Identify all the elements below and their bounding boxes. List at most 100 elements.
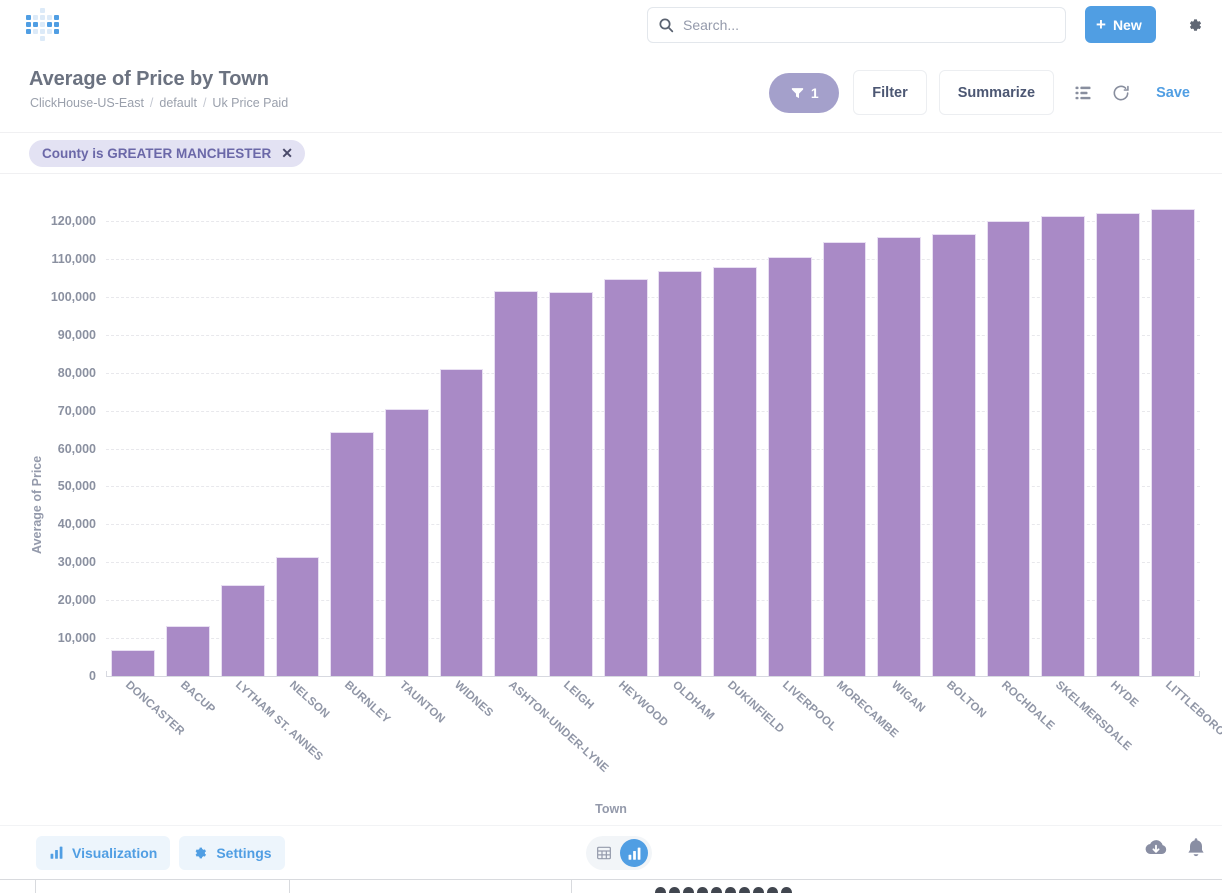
chart-bar[interactable] <box>1096 213 1140 676</box>
breadcrumb: ClickHouse-US-East / default / Uk Price … <box>30 96 288 110</box>
y-axis-tick-label: 20,000 <box>57 593 96 608</box>
y-axis-tick-label: 0 <box>89 669 96 683</box>
filter-chip-label: County is GREATER MANCHESTER <box>42 145 272 161</box>
gridline <box>106 410 1200 412</box>
x-axis-tick-label: LITTLEBOROUGH <box>1162 679 1222 756</box>
gridline <box>106 562 1200 564</box>
x-axis-tick-label: HYDE <box>1107 679 1141 710</box>
chart-bar[interactable] <box>713 266 757 676</box>
gridline <box>106 486 1200 488</box>
chart-bar[interactable] <box>931 234 976 676</box>
y-axis-tick-label: 70,000 <box>57 403 96 418</box>
gridline <box>106 334 1200 336</box>
filter-bar: County is GREATER MANCHESTER ✕ <box>0 132 1222 174</box>
chart-bar[interactable] <box>603 279 648 676</box>
x-axis-line <box>106 676 1200 677</box>
x-axis-label: Town <box>595 802 627 816</box>
bottom-right-icons <box>1144 836 1208 860</box>
gridline <box>106 524 1200 526</box>
x-axis-tick-label: BOLTON <box>943 679 989 721</box>
settings-button[interactable]: Settings <box>179 835 285 870</box>
breadcrumb-database[interactable]: ClickHouse-US-East <box>30 96 144 110</box>
x-axis-tick-label: ROCHDALE <box>998 679 1057 733</box>
refresh-icon <box>1113 85 1129 100</box>
table-icon <box>597 846 611 860</box>
x-axis-tick-label: WIDNES <box>451 679 495 720</box>
chart-bar[interactable] <box>166 625 210 676</box>
table-view-toggle[interactable] <box>590 839 618 867</box>
search-input[interactable] <box>683 17 1055 33</box>
columns-settings-button[interactable] <box>1064 74 1102 112</box>
chart-bar[interactable] <box>549 291 593 676</box>
bar-chart-icon <box>628 847 640 860</box>
new-button-label: New <box>1112 16 1142 33</box>
search-bar[interactable] <box>647 7 1066 43</box>
breadcrumb-separator-1: / <box>149 96 154 110</box>
new-button[interactable]: + New <box>1085 6 1156 43</box>
chart-bar[interactable] <box>767 257 812 676</box>
y-axis-tick-label: 80,000 <box>57 365 96 380</box>
chart-bar[interactable] <box>822 241 867 676</box>
filter-chip-county[interactable]: County is GREATER MANCHESTER ✕ <box>29 139 305 167</box>
header-actions: 1 Filter Summarize Save <box>769 70 1202 115</box>
gridline <box>106 296 1200 298</box>
close-icon[interactable]: ✕ <box>281 144 293 161</box>
filter-count-button[interactable]: 1 <box>769 72 840 113</box>
visualization-button[interactable]: Visualization <box>36 835 171 870</box>
chart-bar[interactable] <box>1041 216 1086 676</box>
settings-label: Settings <box>216 844 272 861</box>
chart-bar[interactable] <box>877 236 922 676</box>
metabase-logo-icon[interactable] <box>26 8 60 42</box>
chart-bar[interactable] <box>658 271 703 676</box>
gridline <box>106 600 1200 602</box>
chart-bar[interactable] <box>986 220 1031 676</box>
y-axis-tick-label: 100,000 <box>50 289 96 304</box>
refresh-button[interactable] <box>1102 74 1140 112</box>
chart-bar[interactable] <box>275 556 320 676</box>
gridline <box>106 258 1200 260</box>
breadcrumb-table[interactable]: Uk Price Paid <box>212 96 289 110</box>
summarize-button[interactable]: Summarize <box>938 70 1055 115</box>
chart-plot-area <box>106 174 1200 676</box>
y-axis-tick-label: 120,000 <box>50 214 96 228</box>
chart-view-toggle[interactable] <box>620 839 648 867</box>
x-axis-tick-label: OLDHAM <box>670 679 717 723</box>
filter-button[interactable]: Filter <box>853 70 927 115</box>
breadcrumb-separator-2: / <box>202 96 207 110</box>
breadcrumb-schema[interactable]: default <box>159 96 197 110</box>
x-axis-tick-label: TAUNTON <box>396 679 447 726</box>
x-axis-tick-label: LIVERPOOL <box>779 679 839 734</box>
top-navbar: + New <box>0 0 1222 50</box>
chart-bar[interactable] <box>1150 208 1195 676</box>
plus-icon: + <box>1096 15 1106 34</box>
chart-bar[interactable] <box>384 409 429 676</box>
chart-bar[interactable] <box>494 290 539 676</box>
save-button[interactable]: Save <box>1156 84 1190 101</box>
y-axis-tick-label: 60,000 <box>57 441 96 456</box>
chart-bar[interactable] <box>439 368 484 676</box>
bottom-toolbar: Visualization Settings <box>0 825 1222 879</box>
chart-bar[interactable] <box>111 649 156 676</box>
search-icon <box>659 18 674 33</box>
question-header: Average of Price by Town ClickHouse-US-E… <box>0 50 1222 132</box>
y-axis-tick-label: 110,000 <box>51 251 97 266</box>
view-toggle-group <box>586 836 652 870</box>
list-columns-icon <box>1075 86 1091 99</box>
gear-icon[interactable] <box>1185 14 1206 35</box>
page-title[interactable]: Average of Price by Town <box>29 68 269 90</box>
x-axis-tick-label: LEIGH <box>560 679 596 713</box>
chart-container: Average of Price 0 10,000 20,000 30,000 40,0… <box>0 174 1222 839</box>
bar-chart-icon <box>50 846 63 859</box>
y-axis-tick-label: 10,000 <box>57 631 96 646</box>
funnel-icon <box>791 88 804 99</box>
chart-bar[interactable] <box>330 431 375 676</box>
y-axis-tick-label: 50,000 <box>57 479 96 494</box>
x-axis-tick-right <box>1199 671 1200 677</box>
x-axis-tick-label: WIGAN <box>889 679 928 716</box>
gear-icon <box>195 847 207 858</box>
download-cloud-icon[interactable] <box>1144 836 1168 860</box>
bottom-status-strip <box>0 879 1222 893</box>
chart-bar[interactable] <box>220 585 265 676</box>
bell-icon[interactable] <box>1184 836 1208 860</box>
y-axis-tick-label: 40,000 <box>57 517 96 532</box>
